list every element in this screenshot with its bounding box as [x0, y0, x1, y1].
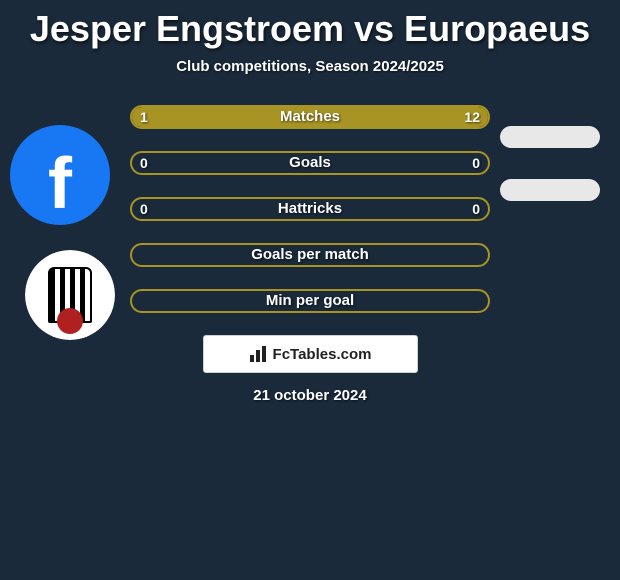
stat-row: Goals0 0 — [130, 151, 490, 181]
stat-label: Goals — [130, 151, 490, 175]
stat-row: Goals per match — [130, 243, 490, 273]
stat-value-left: 0 — [140, 197, 148, 221]
page-title: Jesper Engstroem vs Europaeus — [0, 0, 620, 50]
stat-row: Hattricks0 0 — [130, 197, 490, 227]
stat-value-left: 0 — [140, 151, 148, 175]
stat-value-right: 0 — [472, 151, 480, 175]
stat-row: Matches1 12 — [130, 105, 490, 135]
date-text: 21 october 2024 — [0, 387, 620, 404]
stat-value-right: 0 — [472, 197, 480, 221]
stat-label: Goals per match — [130, 243, 490, 267]
brand-text: FcTables.com — [273, 346, 372, 363]
stat-label: Hattricks — [130, 197, 490, 221]
stat-label: Min per goal — [130, 289, 490, 313]
stat-label: Matches — [130, 105, 490, 129]
stats-container: Matches112Goals00Hattricks00Goals per ma… — [0, 105, 620, 319]
subtitle: Club competitions, Season 2024/2025 — [0, 58, 620, 75]
stat-value-right: 12 — [464, 105, 480, 129]
brand-box[interactable]: FcTables.com — [203, 335, 418, 373]
stat-row: Min per goal — [130, 289, 490, 319]
chart-icon — [249, 345, 269, 363]
stat-value-left: 1 — [140, 105, 148, 129]
